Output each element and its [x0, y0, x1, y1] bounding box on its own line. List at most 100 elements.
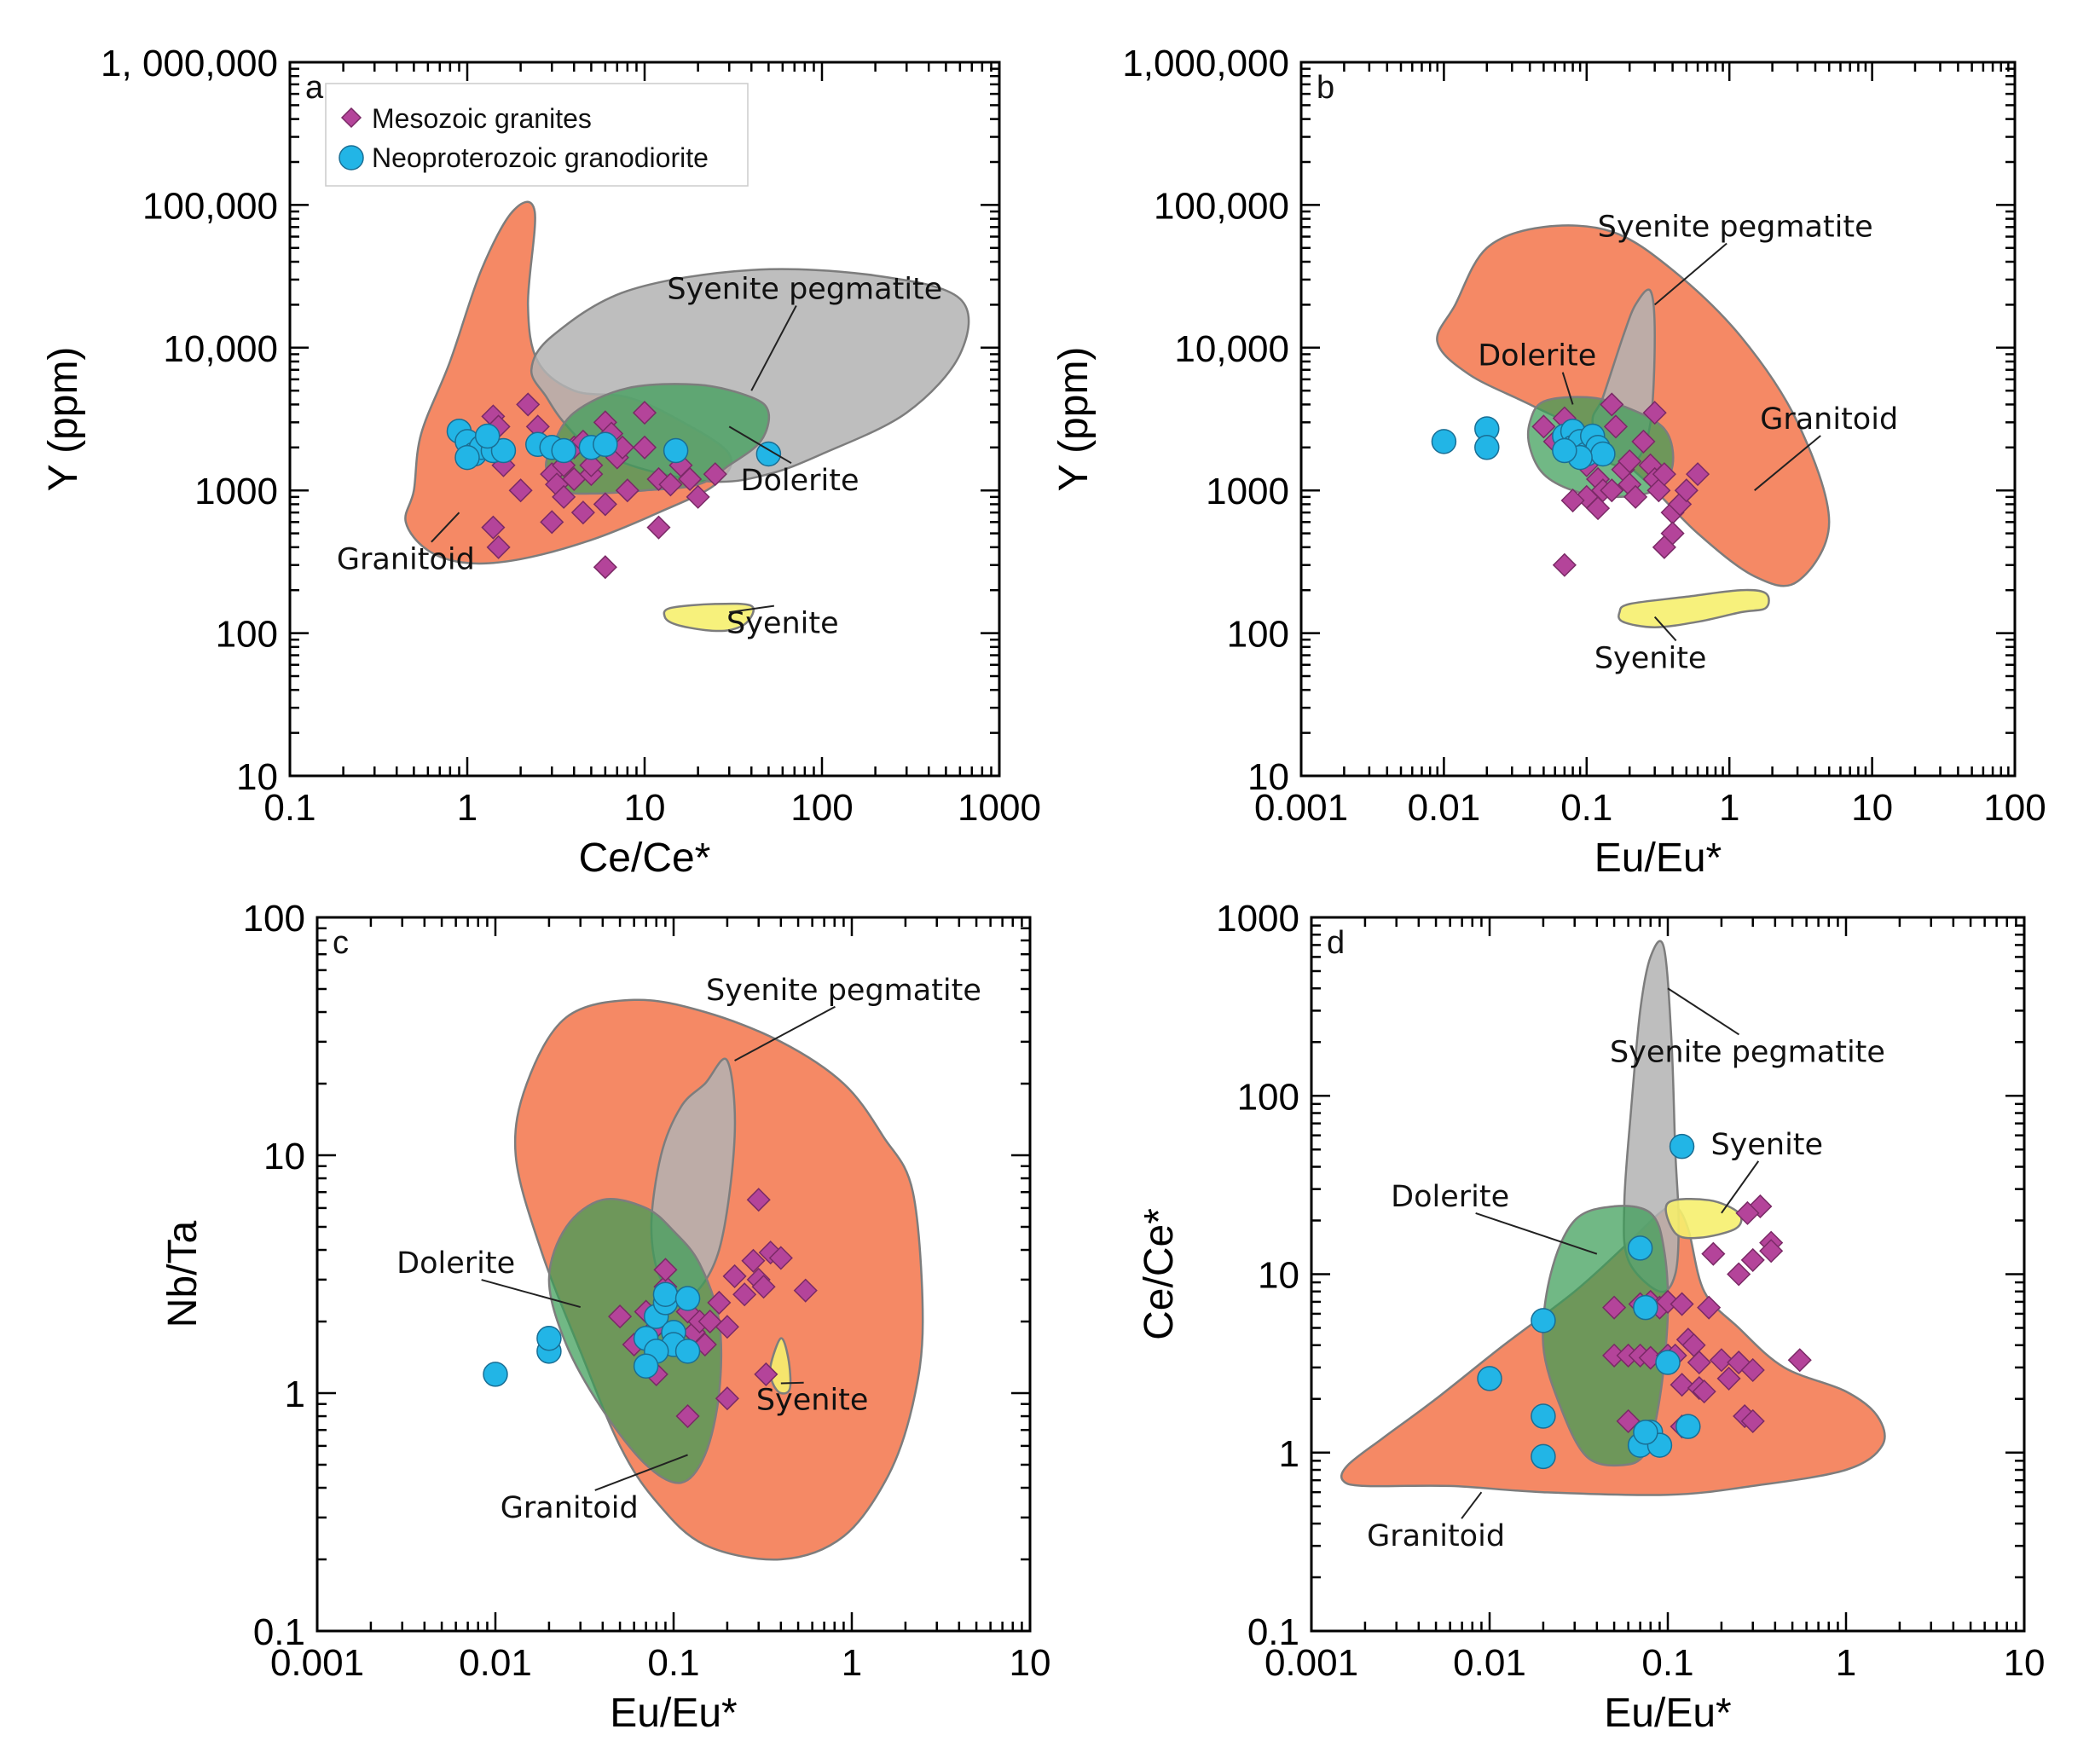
y-axis-title: Y (ppm) — [1051, 347, 1097, 492]
data-point-diamond — [1716, 1366, 1741, 1391]
series-neoproterozoic-granodiorite — [1431, 416, 1616, 471]
data-point-diamond — [593, 492, 617, 517]
data-point-circle — [1474, 435, 1500, 460]
series-mesozoic-granites — [481, 392, 727, 580]
data-point-diamond — [715, 1315, 739, 1339]
region-syenite — [1664, 1197, 1743, 1240]
region-label: Syenite — [756, 1384, 869, 1418]
plot-area — [483, 998, 924, 1561]
plot-frame — [1299, 61, 2017, 778]
data-point-circle — [1669, 1133, 1695, 1160]
x-tick-label: 0.01 — [1453, 1642, 1526, 1684]
region-label: Syenite pegmatite — [667, 272, 942, 306]
data-point-diamond — [653, 1258, 678, 1282]
leader-line — [481, 1279, 581, 1309]
region-syenite — [768, 1337, 792, 1395]
data-point-diamond — [793, 1278, 818, 1303]
leader-line — [750, 305, 797, 391]
data-point-circle — [483, 1362, 508, 1387]
data-point-diamond — [1701, 1241, 1726, 1266]
data-point-circle — [551, 437, 576, 464]
panel-letter: a — [305, 70, 324, 106]
data-point-circle — [1633, 1420, 1658, 1445]
x-tick-label: 0.1 — [1641, 1642, 1693, 1684]
leader-line — [594, 1454, 688, 1491]
data-point-circle — [474, 423, 501, 449]
data-point-diamond — [732, 1282, 757, 1307]
data-point-diamond — [715, 1386, 739, 1411]
data-point-diamond — [722, 1264, 747, 1288]
x-tick-label: 1 — [842, 1642, 862, 1684]
data-point-diamond — [1685, 462, 1710, 487]
plot-area — [1340, 940, 1886, 1496]
data-point-diamond — [570, 500, 595, 525]
data-point-diamond — [1600, 392, 1624, 417]
region-label: Granitoid — [337, 543, 475, 577]
legend-circle-marker — [339, 145, 364, 171]
data-point-diamond — [608, 1304, 633, 1329]
data-point-diamond — [486, 535, 511, 559]
data-point-diamond — [746, 1188, 771, 1212]
x-tick-label: 0.01 — [1408, 787, 1481, 829]
leader-line — [1721, 1160, 1760, 1214]
leader-line — [734, 1005, 836, 1061]
x-tick-label: 0.01 — [459, 1642, 532, 1684]
data-point-circle — [1552, 437, 1577, 464]
region-label: Syenite pegmatite — [1598, 211, 1873, 245]
data-point-diamond — [552, 453, 576, 477]
region-label: Syenite pegmatite — [706, 974, 981, 1008]
data-point-circle — [1590, 441, 1616, 467]
data-point-diamond — [646, 466, 671, 492]
region-label: Dolerite — [1478, 339, 1596, 373]
data-point-diamond — [1602, 1295, 1627, 1320]
y-tick-label: 1000 — [194, 471, 278, 512]
data-point-diamond — [1531, 414, 1556, 439]
x-axis-title: Eu/Eu* — [1594, 836, 1722, 881]
axis-ticks — [288, 61, 1001, 778]
data-point-diamond — [1642, 401, 1667, 425]
y-tick-label: 100,000 — [1154, 185, 1289, 227]
y-tick-label: 10 — [236, 756, 278, 798]
data-point-circle — [1477, 1366, 1502, 1391]
x-tick-label: 0.001 — [1254, 787, 1348, 829]
x-tick-label: 0.001 — [270, 1642, 364, 1684]
data-point-circle — [490, 437, 517, 464]
data-point-diamond — [1727, 1262, 1751, 1287]
y-tick-label: 1 — [1279, 1433, 1299, 1475]
region-syenite — [663, 602, 755, 633]
data-point-diamond — [768, 1246, 793, 1270]
x-axis-title: Ce/Ce* — [579, 836, 711, 881]
data-point-diamond — [686, 484, 710, 509]
x-axis-title: Eu/Eu* — [610, 1691, 737, 1736]
y-tick-label: 10 — [1247, 756, 1289, 798]
leader-line — [431, 512, 460, 543]
data-point-circle — [674, 1286, 701, 1311]
data-point-diamond — [1670, 1373, 1694, 1397]
data-point-diamond — [552, 484, 576, 509]
y-axis-title: Nb/Ta — [160, 1221, 205, 1328]
data-point-diamond — [1560, 488, 1585, 513]
x-tick-label: 100 — [790, 787, 853, 829]
data-point-circle — [1531, 1403, 1556, 1429]
data-point-diamond — [516, 392, 541, 417]
series-neoproterozoic-granodiorite — [1477, 1133, 1701, 1470]
panel-letter: b — [1317, 70, 1334, 106]
data-point-diamond — [1600, 478, 1624, 503]
leader-line — [1667, 987, 1740, 1036]
x-tick-label: 10 — [624, 787, 666, 829]
x-tick-label: 1 — [1719, 787, 1739, 829]
data-point-diamond — [632, 401, 657, 425]
data-point-circle — [652, 1281, 679, 1307]
legend-label: Mesozoic granites — [372, 103, 592, 134]
data-point-diamond — [678, 466, 703, 492]
legend: Mesozoic granites Neoproterozoic granodio… — [325, 83, 749, 187]
panel-letter: c — [333, 925, 349, 961]
leader-line — [1461, 1491, 1483, 1519]
data-point-diamond — [1727, 1350, 1751, 1375]
data-point-diamond — [1687, 1350, 1711, 1375]
y-tick-label: 100,000 — [142, 185, 278, 227]
x-tick-label: 0.1 — [1560, 787, 1612, 829]
data-point-diamond — [1670, 1292, 1694, 1316]
data-point-circle — [674, 1339, 701, 1364]
